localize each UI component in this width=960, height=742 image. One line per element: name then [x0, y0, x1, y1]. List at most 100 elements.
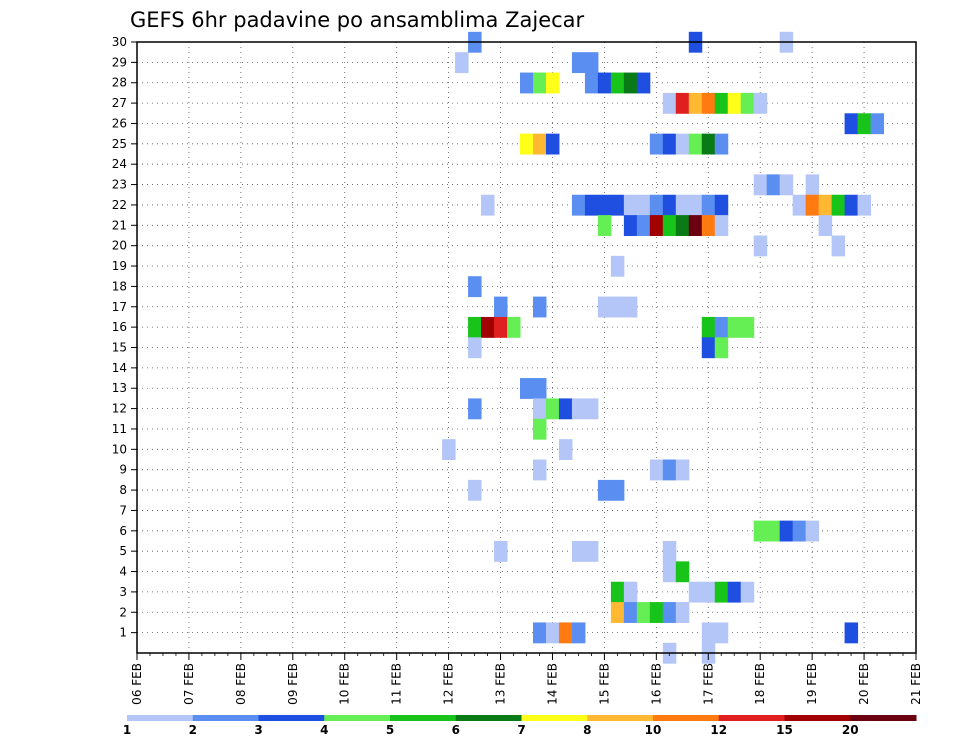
y-axis: 1234567891011121314151617181920212223242… — [112, 35, 137, 640]
data-cell — [532, 622, 547, 644]
y-tick-label: 3 — [119, 585, 127, 599]
data-cell — [766, 174, 781, 196]
y-tick-label: 12 — [112, 402, 127, 416]
colorbar-swatch — [455, 715, 522, 721]
y-tick-label: 21 — [112, 218, 127, 232]
data-cell — [701, 194, 716, 216]
x-tick-label: 19 FEB — [805, 663, 819, 705]
data-cell — [805, 194, 820, 216]
data-cell — [610, 194, 625, 216]
data-cell — [532, 378, 547, 399]
y-tick-label: 23 — [112, 178, 127, 192]
data-cell — [610, 72, 625, 94]
x-tick-label: 11 FEB — [390, 663, 404, 705]
colorbar-label: 12 — [710, 723, 727, 737]
data-cell — [481, 316, 495, 338]
data-cell — [610, 581, 625, 603]
data-cell — [584, 194, 599, 216]
data-cell — [727, 316, 742, 338]
y-tick-label: 9 — [119, 463, 127, 477]
data-cell — [649, 459, 664, 481]
y-tick-label: 10 — [112, 442, 127, 456]
data-cell — [584, 540, 599, 562]
data-cell — [675, 215, 690, 236]
data-cell — [636, 72, 651, 94]
data-cell — [714, 337, 729, 359]
y-tick-label: 25 — [112, 137, 127, 151]
data-cell — [662, 215, 677, 236]
y-tick-label: 16 — [112, 320, 127, 334]
data-cell — [740, 92, 755, 114]
data-cell — [545, 622, 560, 644]
data-cell — [753, 235, 768, 257]
data-cell — [805, 174, 820, 196]
data-cell — [571, 52, 586, 74]
data-cell — [636, 215, 651, 236]
data-cell — [818, 215, 833, 236]
data-cell — [494, 540, 508, 562]
data-cell — [494, 296, 508, 318]
data-cells — [442, 31, 885, 664]
data-cell — [532, 418, 547, 440]
chart-title: GEFS 6hr padavine po ansamblima Zajecar — [130, 8, 585, 32]
data-cell — [558, 622, 573, 644]
colorbar-swatch — [784, 715, 851, 721]
x-tick-label: 07 FEB — [182, 663, 196, 705]
colorbar-label: 7 — [517, 723, 525, 737]
data-cell — [455, 52, 469, 74]
data-cell — [494, 316, 508, 338]
data-cell — [857, 113, 872, 135]
x-tick-label: 14 FEB — [545, 663, 559, 705]
data-cell — [532, 133, 547, 155]
x-tick-label: 17 FEB — [701, 663, 715, 705]
data-cell — [571, 194, 586, 216]
data-cell — [714, 316, 729, 338]
data-cell — [623, 602, 638, 623]
grid-lines — [137, 42, 916, 653]
colorbar-swatch — [850, 715, 917, 721]
data-cell — [714, 581, 729, 603]
data-cell — [675, 133, 690, 155]
data-cell — [597, 215, 612, 236]
data-cell — [507, 316, 521, 338]
data-cell — [818, 194, 833, 216]
data-cell — [688, 92, 703, 114]
data-cell — [584, 398, 599, 420]
x-tick-label: 16 FEB — [649, 663, 663, 705]
data-cell — [584, 72, 599, 94]
data-cell — [688, 581, 703, 603]
data-cell — [792, 194, 807, 216]
data-cell — [610, 479, 625, 501]
y-tick-label: 6 — [119, 524, 127, 538]
data-cell — [532, 398, 547, 420]
data-cell — [649, 194, 664, 216]
colorbar-swatch — [192, 715, 259, 721]
colorbar-swatch — [521, 715, 588, 721]
data-cell — [779, 520, 794, 542]
y-tick-label: 19 — [112, 259, 127, 273]
data-cell — [831, 235, 846, 257]
data-cell — [675, 561, 690, 583]
y-tick-label: 2 — [119, 605, 127, 619]
data-cell — [532, 296, 547, 318]
data-cell — [740, 581, 755, 603]
data-cell — [545, 133, 560, 155]
data-cell — [597, 296, 612, 318]
data-cell — [714, 133, 729, 155]
x-tick-label: 09 FEB — [286, 663, 300, 705]
y-tick-label: 20 — [112, 239, 127, 253]
data-cell — [701, 622, 716, 644]
data-cell — [662, 540, 677, 562]
data-cell — [662, 602, 677, 623]
x-tick-label: 10 FEB — [338, 663, 352, 705]
data-cell — [714, 215, 729, 236]
colorbar-label: 1 — [123, 723, 131, 737]
data-cell — [831, 194, 846, 216]
data-cell — [623, 581, 638, 603]
data-cell — [701, 337, 716, 359]
data-cell — [610, 255, 625, 277]
data-cell — [610, 602, 625, 623]
data-cell — [701, 316, 716, 338]
data-cell — [468, 479, 482, 501]
